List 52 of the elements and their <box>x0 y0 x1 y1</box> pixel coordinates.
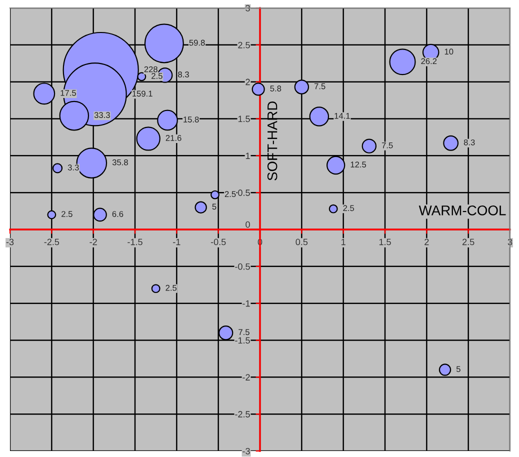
y-tick-label: -1.5 <box>235 337 250 344</box>
y-tick-label: 1.5 <box>238 116 250 122</box>
data-label: 33.3 <box>94 112 110 118</box>
x-tick-label: -1.5 <box>128 238 142 246</box>
data-label: 59.8 <box>189 40 205 46</box>
data-label: 26.2 <box>421 58 437 64</box>
x-tick-label: -3 <box>6 238 14 246</box>
y-tick-label: 0 <box>246 221 250 228</box>
data-label: 10 <box>444 48 454 55</box>
data-label: 21.6 <box>166 135 182 141</box>
data-label: 8.3 <box>464 139 475 146</box>
y-tick-label: 2.5 <box>238 42 250 48</box>
y-tick-label: 1 <box>246 152 250 159</box>
data-label: 8.3 <box>178 72 189 78</box>
data-label: 7.5 <box>314 83 326 90</box>
data-label: 159.1 <box>132 90 152 97</box>
y-tick-label: -3 <box>242 448 250 454</box>
data-label: 2.5 <box>166 284 177 291</box>
y-tick-label: 2 <box>246 78 250 86</box>
x-tick-label: -0.5 <box>210 238 226 246</box>
x-tick-label: 2 <box>424 238 429 246</box>
x-tick-label: 1.5 <box>379 238 391 246</box>
y-tick-label: -2 <box>242 374 250 380</box>
data-label: 228 <box>144 66 158 72</box>
data-label: 7.5 <box>382 142 393 148</box>
data-label: 35.8 <box>112 159 128 166</box>
y-tick-label: -0.5 <box>235 263 250 270</box>
data-label: 3.3 <box>68 164 79 170</box>
data-label: 2.5 <box>152 73 162 79</box>
data-label: 5 <box>212 204 216 210</box>
y-tick-label: -2.5 <box>235 411 250 418</box>
data-label: 15.8 <box>184 116 199 122</box>
x-tick-label: -1 <box>173 238 180 246</box>
y-axis-title: SOFT-HARD <box>267 101 278 180</box>
data-label: 14.1 <box>334 112 350 119</box>
x-tick-label: -2.5 <box>44 238 60 246</box>
data-label: 7.5 <box>238 329 250 336</box>
x-tick-label: 2.5 <box>462 238 474 246</box>
y-tick-label: 0.5 <box>238 190 250 196</box>
data-label: 5.8 <box>270 86 282 92</box>
data-label: 12.5 <box>350 162 366 168</box>
data-label: 2.5 <box>62 211 72 217</box>
data-label: 2.5 <box>224 191 236 198</box>
x-axis-title: WARM-COOL <box>418 206 506 216</box>
x-tick-label: 0.5 <box>296 238 308 246</box>
y-tick-label: -1 <box>242 300 250 307</box>
data-label: 5 <box>456 366 460 372</box>
x-tick-label: 1 <box>342 238 346 246</box>
data-label: 17.5 <box>60 90 76 96</box>
data-label: 6.6 <box>112 211 124 217</box>
x-tick-label: -2 <box>90 238 97 246</box>
data-label: 2.5 <box>343 205 354 212</box>
